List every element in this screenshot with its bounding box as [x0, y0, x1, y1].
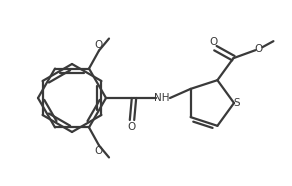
Text: O: O [128, 122, 136, 132]
Text: S: S [234, 98, 240, 108]
Text: NH: NH [154, 93, 170, 103]
Text: O: O [254, 44, 263, 54]
Text: O: O [209, 37, 218, 47]
Text: O: O [95, 146, 103, 156]
Text: O: O [95, 40, 103, 49]
